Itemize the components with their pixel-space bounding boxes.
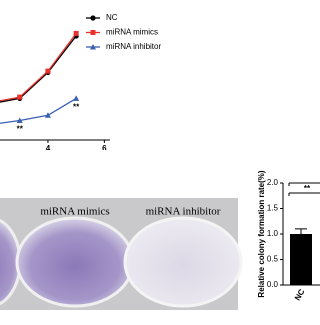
photo-label: miRNA mimics <box>40 206 109 218</box>
legend-marker <box>90 15 96 21</box>
legend-label: miRNA inhibitor <box>106 42 161 51</box>
dish <box>15 216 135 308</box>
point <box>44 112 51 118</box>
bar <box>290 234 312 285</box>
x-axis-label: day <box>12 153 26 162</box>
photo-label: miRNA inhibitor <box>146 206 221 218</box>
photo: miRNA mimics miRNA inhibitor <box>0 198 243 310</box>
significance-bracket <box>288 182 320 196</box>
y-tick-label: 0.0 <box>267 280 279 289</box>
x-tick-label: 6 <box>102 144 107 153</box>
y-tick-label: 2.0 <box>267 178 279 187</box>
x-tick-label: NC <box>293 287 307 302</box>
line-chart: 4 6 day ** ** <box>0 30 110 162</box>
series-line <box>0 97 77 124</box>
point <box>73 95 80 101</box>
point <box>17 94 23 100</box>
legend-marker <box>90 44 96 50</box>
legend-label: NC <box>106 13 118 22</box>
point <box>45 68 51 74</box>
series-line <box>0 33 77 102</box>
dish <box>123 216 243 308</box>
legend-label: miRNA mimics <box>106 28 158 37</box>
y-tick-label: 1.5 <box>267 204 279 213</box>
annotation: ** <box>17 125 24 134</box>
legend-marker <box>90 30 96 35</box>
x-tick-label: 4 <box>46 144 51 153</box>
point <box>16 117 23 123</box>
annotation: ** <box>73 103 80 112</box>
error-bar <box>295 228 307 234</box>
significance: ** <box>304 184 311 193</box>
y-axis-label: Relative colony formation rate(%) <box>257 170 266 297</box>
y-tick-label: 1.0 <box>267 229 279 238</box>
point <box>73 30 79 36</box>
series-line <box>0 35 77 103</box>
y-tick-label: 0.5 <box>267 255 279 264</box>
